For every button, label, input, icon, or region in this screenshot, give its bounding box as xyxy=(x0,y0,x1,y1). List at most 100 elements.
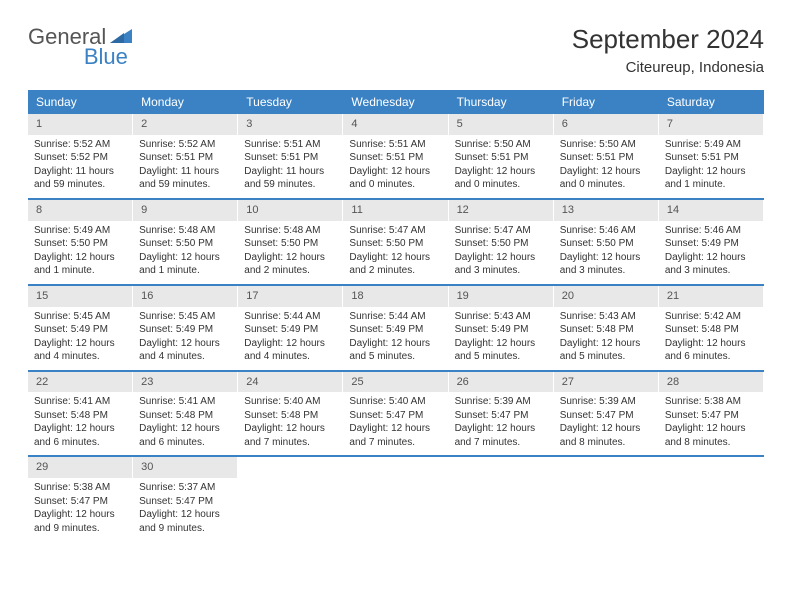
day-header-row: SundayMondayTuesdayWednesdayThursdayFrid… xyxy=(28,90,764,114)
day-cell: 20Sunrise: 5:43 AMSunset: 5:48 PMDayligh… xyxy=(554,286,659,370)
day2-text: and 6 minutes. xyxy=(139,436,232,450)
day2-text: and 0 minutes. xyxy=(560,178,653,192)
sunset-text: Sunset: 5:48 PM xyxy=(34,409,127,423)
sunset-text: Sunset: 5:48 PM xyxy=(139,409,232,423)
sunrise-text: Sunrise: 5:44 AM xyxy=(349,310,442,324)
sunrise-text: Sunrise: 5:40 AM xyxy=(244,395,337,409)
day2-text: and 8 minutes. xyxy=(560,436,653,450)
day-cell: 3Sunrise: 5:51 AMSunset: 5:51 PMDaylight… xyxy=(238,114,343,198)
sunset-text: Sunset: 5:49 PM xyxy=(665,237,758,251)
day-number: 9 xyxy=(133,200,238,221)
day-number: 24 xyxy=(238,372,343,393)
day-header: Tuesday xyxy=(238,90,343,114)
day-number: 7 xyxy=(659,114,764,135)
sunrise-text: Sunrise: 5:47 AM xyxy=(349,224,442,238)
day2-text: and 6 minutes. xyxy=(665,350,758,364)
week-row: 8Sunrise: 5:49 AMSunset: 5:50 PMDaylight… xyxy=(28,200,764,286)
day-body: Sunrise: 5:38 AMSunset: 5:47 PMDaylight:… xyxy=(28,478,133,541)
day-body: Sunrise: 5:41 AMSunset: 5:48 PMDaylight:… xyxy=(28,392,133,455)
day-cell: 24 Sunrise: 5:40 AMSunset: 5:48 PMDayligh… xyxy=(238,372,343,456)
day-cell: 2Sunrise: 5:52 AMSunset: 5:51 PMDaylight… xyxy=(133,114,238,198)
day1-text: Daylight: 12 hours xyxy=(34,337,127,351)
day-number: 15 xyxy=(28,286,133,307)
sunset-text: Sunset: 5:49 PM xyxy=(139,323,232,337)
day2-text: and 3 minutes. xyxy=(560,264,653,278)
day1-text: Daylight: 12 hours xyxy=(244,337,337,351)
day-body: Sunrise: 5:48 AMSunset: 5:50 PMDaylight:… xyxy=(238,221,343,284)
day-body: Sunrise: 5:42 AMSunset: 5:48 PMDaylight:… xyxy=(659,307,764,370)
day-header: Saturday xyxy=(659,90,764,114)
day1-text: Daylight: 12 hours xyxy=(244,422,337,436)
day-body: Sunrise: 5:41 AMSunset: 5:48 PMDaylight:… xyxy=(133,392,238,455)
sunset-text: Sunset: 5:51 PM xyxy=(455,151,548,165)
day2-text: and 1 minute. xyxy=(665,178,758,192)
sunrise-text: Sunrise: 5:50 AM xyxy=(455,138,548,152)
sunset-text: Sunset: 5:51 PM xyxy=(139,151,232,165)
day-body: Sunrise: 5:49 AMSunset: 5:51 PMDaylight:… xyxy=(659,135,764,198)
week-row: 29Sunrise: 5:38 AMSunset: 5:47 PMDayligh… xyxy=(28,457,764,541)
sunrise-text: Sunrise: 5:45 AM xyxy=(34,310,127,324)
day-number: 3 xyxy=(238,114,343,135)
day-body: Sunrise: 5:47 AMSunset: 5:50 PMDaylight:… xyxy=(343,221,448,284)
day-number: 29 xyxy=(28,457,133,478)
day-body: Sunrise: 5:43 AMSunset: 5:49 PMDaylight:… xyxy=(449,307,554,370)
day-cell: 10Sunrise: 5:48 AMSunset: 5:50 PMDayligh… xyxy=(238,200,343,284)
day-number: 20 xyxy=(554,286,659,307)
day1-text: Daylight: 12 hours xyxy=(349,337,442,351)
sunrise-text: Sunrise: 5:38 AM xyxy=(34,481,127,495)
sunrise-text: Sunrise: 5:48 AM xyxy=(244,224,337,238)
day1-text: Daylight: 12 hours xyxy=(455,422,548,436)
day-cell: 18 Sunrise: 5:44 AMSunset: 5:49 PMDayligh… xyxy=(343,286,448,370)
day-number: 12 xyxy=(449,200,554,221)
day2-text: and 7 minutes. xyxy=(349,436,442,450)
day1-text: Daylight: 12 hours xyxy=(34,422,127,436)
day1-text: Daylight: 12 hours xyxy=(455,251,548,265)
day-number: 16 xyxy=(133,286,238,307)
day2-text: and 0 minutes. xyxy=(455,178,548,192)
sunrise-text: Sunrise: 5:51 AM xyxy=(349,138,442,152)
sunset-text: Sunset: 5:49 PM xyxy=(349,323,442,337)
sunset-text: Sunset: 5:48 PM xyxy=(665,323,758,337)
day-number: 21 xyxy=(659,286,764,307)
day-body: Sunrise: 5:39 AMSunset: 5:47 PMDaylight:… xyxy=(554,392,659,455)
sunset-text: Sunset: 5:51 PM xyxy=(665,151,758,165)
week-row: 1Sunrise: 5:52 AMSunset: 5:52 PMDaylight… xyxy=(28,114,764,200)
day-number: 30 xyxy=(133,457,238,478)
day-header: Sunday xyxy=(28,90,133,114)
sunset-text: Sunset: 5:48 PM xyxy=(560,323,653,337)
empty-day-cell xyxy=(449,457,554,541)
day-number: 13 xyxy=(554,200,659,221)
empty-day-cell xyxy=(659,457,764,541)
day1-text: Daylight: 12 hours xyxy=(665,337,758,351)
day2-text: and 9 minutes. xyxy=(34,522,127,536)
day-number: 5 xyxy=(449,114,554,135)
day-cell: 1Sunrise: 5:52 AMSunset: 5:52 PMDaylight… xyxy=(28,114,133,198)
day1-text: Daylight: 11 hours xyxy=(244,165,337,179)
sunset-text: Sunset: 5:52 PM xyxy=(34,151,127,165)
sunset-text: Sunset: 5:48 PM xyxy=(244,409,337,423)
day-body: Sunrise: 5:48 AMSunset: 5:50 PMDaylight:… xyxy=(133,221,238,284)
day-cell: 21Sunrise: 5:42 AMSunset: 5:48 PMDayligh… xyxy=(659,286,764,370)
location-text: Citeureup, Indonesia xyxy=(572,59,764,76)
day-cell: 25Sunrise: 5:40 AMSunset: 5:47 PMDayligh… xyxy=(343,372,448,456)
sunrise-text: Sunrise: 5:39 AM xyxy=(455,395,548,409)
day-body: Sunrise: 5:49 AMSunset: 5:50 PMDaylight:… xyxy=(28,221,133,284)
day2-text: and 1 minute. xyxy=(34,264,127,278)
day-body: Sunrise: 5:44 AMSunset: 5:49 PMDaylight:… xyxy=(238,307,343,370)
sunset-text: Sunset: 5:47 PM xyxy=(455,409,548,423)
sunrise-text: Sunrise: 5:39 AM xyxy=(560,395,653,409)
day2-text: and 3 minutes. xyxy=(455,264,548,278)
day1-text: Daylight: 12 hours xyxy=(455,165,548,179)
day-number: 10 xyxy=(238,200,343,221)
day-cell: 22Sunrise: 5:41 AMSunset: 5:48 PMDayligh… xyxy=(28,372,133,456)
day-header: Monday xyxy=(133,90,238,114)
sunrise-text: Sunrise: 5:48 AM xyxy=(139,224,232,238)
logo-text-blue: Blue xyxy=(84,44,128,70)
sunrise-text: Sunrise: 5:43 AM xyxy=(560,310,653,324)
day-number: 18 xyxy=(343,286,448,307)
day1-text: Daylight: 12 hours xyxy=(34,508,127,522)
day1-text: Daylight: 12 hours xyxy=(665,251,758,265)
day-cell: 8Sunrise: 5:49 AMSunset: 5:50 PMDaylight… xyxy=(28,200,133,284)
sunrise-text: Sunrise: 5:52 AM xyxy=(34,138,127,152)
day2-text: and 5 minutes. xyxy=(455,350,548,364)
